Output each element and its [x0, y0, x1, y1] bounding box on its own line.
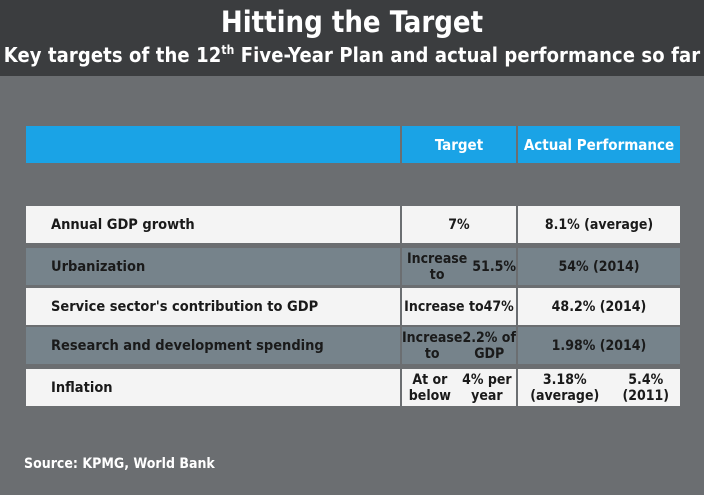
table-row: Service sector's contribution to GDP Inc… — [26, 288, 680, 325]
page-subtitle: Key targets of the 12th Five-Year Plan a… — [3, 43, 701, 67]
actual-cell: 48.2% (2014) — [518, 288, 680, 325]
source-note: Source: KPMG, World Bank — [24, 456, 215, 472]
target-cell: 7% — [402, 206, 516, 243]
actual-cell: 54% (2014) — [518, 248, 680, 285]
target-cell: At or below 4% per year — [402, 369, 516, 406]
table-row: Inflation At or below 4% per year 3.18% (… — [26, 369, 680, 406]
page-title: Hitting the Target — [220, 5, 484, 39]
row-label: Research and development spending — [26, 327, 400, 364]
column-header-label — [26, 126, 400, 163]
actual-cell: 3.18% (average) 5.4% (2011) — [518, 369, 680, 406]
actual-cell: 8.1% (average) — [518, 206, 680, 243]
table-row: Research and development spending Increa… — [26, 327, 680, 364]
row-label: Inflation — [26, 369, 400, 406]
row-label: Service sector's contribution to GDP — [26, 288, 400, 325]
target-cell: Increase to 47% — [402, 288, 516, 325]
actual-cell: 1.98% (2014) — [518, 327, 680, 364]
table-row: Annual GDP growth 7% 8.1% (average) — [26, 206, 680, 243]
target-cell: Increase to 51.5% — [402, 248, 516, 285]
row-label: Urbanization — [26, 248, 400, 285]
column-header-target: Target — [402, 126, 516, 163]
column-header-actual: Actual Performance — [518, 126, 680, 163]
row-label: Annual GDP growth — [26, 206, 400, 243]
header-band: Hitting the Target Key targets of the 12… — [0, 0, 704, 76]
target-cell: Increase to 2.2% of GDP — [402, 327, 516, 364]
table-row: Urbanization Increase to 51.5% 54% (2014) — [26, 248, 680, 285]
